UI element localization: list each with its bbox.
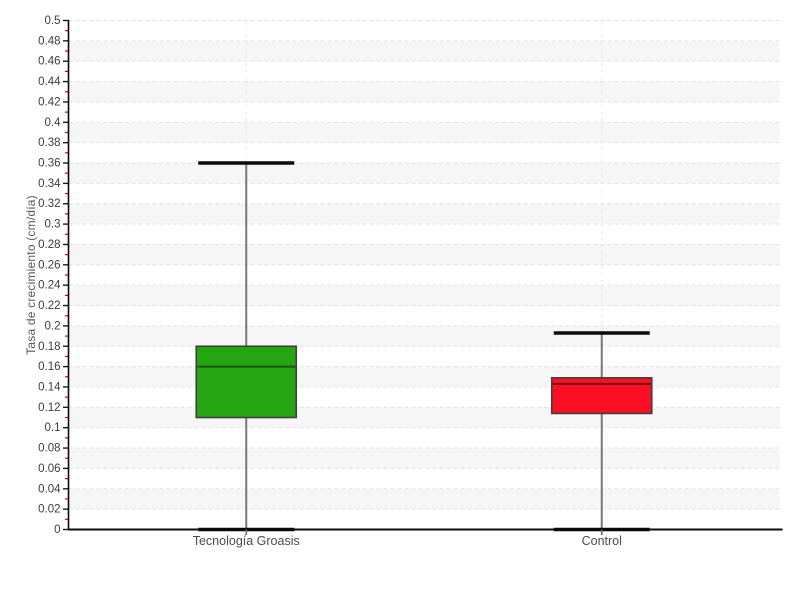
y-axis-tick-label: 0.06 [38,463,60,475]
y-axis-tick-label: 0.46 [38,56,60,68]
y-axis-tick-label: 0 [54,524,60,536]
plot-band [68,366,780,387]
plot-band [68,203,780,225]
y-axis-tick-label: 0.28 [38,239,60,251]
y-axis-tick-label: 0.38 [38,137,60,149]
y-axis-tick-label: 0.4 [45,117,62,129]
y-axis-tick-label: 0.26 [38,259,60,271]
y-axis-tick-label: 0.02 [38,504,60,516]
plot-band [68,448,780,469]
y-axis-tick-label: 0.16 [38,361,60,373]
y-axis-tick-label: 0.18 [38,341,60,353]
plot-band [68,122,780,143]
plot-band [68,407,780,428]
y-axis-tick-label: 0.14 [38,381,61,393]
plot-band [68,488,780,510]
y-axis-tick-label: 0.48 [38,35,60,47]
y-axis-tick-label: 0.32 [38,198,60,210]
plot-band [68,40,780,62]
y-axis-tick-label: 0.36 [38,158,60,170]
plot-band [68,244,780,265]
y-axis-tick-label: 0.1 [45,422,61,434]
y-axis-tick-label: 0.5 [45,15,61,27]
plot-band [68,325,780,347]
y-axis-tick-label: 0.2 [45,320,61,332]
y-axis-tick-label: 0.3 [45,219,61,231]
y-axis-tick-label: 0.24 [38,280,61,292]
y-axis-tick-label: 0.34 [38,178,61,190]
y-axis-tick-label: 0.44 [38,76,61,88]
plot-band [68,285,780,306]
x-axis-category-label-tecnologia-groasis: Tecnología Groasis [193,534,300,548]
plot-band [68,81,780,102]
x-axis-category-label-control: Control [582,534,622,548]
y-axis-tick-label: 0.12 [38,402,60,414]
plot-band [68,163,780,184]
y-axis-tick-label: 0.08 [38,443,60,455]
y-axis-tick-label: 0.22 [38,300,60,312]
y-axis-tick-label: 0.04 [38,483,61,495]
box-tecnologia-groasis [195,345,298,419]
y-axis-tick-label: 0.42 [38,96,60,108]
